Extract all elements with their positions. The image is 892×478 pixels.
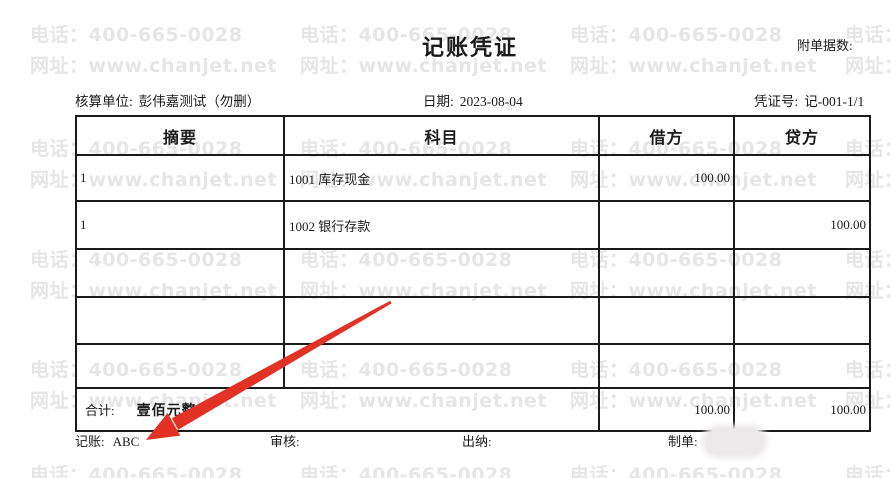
col-header-summary: 摘要 [77,117,285,156]
date-value: 2023-08-04 [459,94,523,109]
col-header-debit: 借方 [600,117,735,156]
reviewer-field: 审核: [270,431,308,450]
total-row-label: 合计: 壹佰元整 [77,389,600,430]
cell-debit: 100.00 [600,156,735,202]
redacted-preparer-name [706,429,763,454]
bookkeeper-label: 记账: [75,434,105,449]
accounting-unit-label: 核算单位: [75,94,133,109]
cashier-label: 出纳: [462,434,492,449]
cell-debit [600,202,735,250]
date-field: 日期: 2023-08-04 [423,90,523,110]
cashier-field: 出纳: [462,431,500,450]
cell-account [285,298,600,345]
total-credit: 100.00 [830,401,866,417]
voucher-number: 凭证号: 记-001-1/1 [754,90,864,110]
accounting-unit-value: 彭伟嘉测试（勿删） [138,94,261,109]
attachments-count-label: 附单据数: [797,38,853,53]
voucher-number-label: 凭证号: [754,94,799,109]
col-header-account: 科目 [285,117,600,156]
cell-summary [77,298,285,345]
cell-debit [600,250,735,298]
cell-summary [77,345,285,389]
cell-summary: 1 [77,202,285,250]
cell-account: 1002 银行存款 [285,202,600,250]
reviewer-label: 审核: [270,434,300,449]
col-header-credit: 贷方 [735,117,869,156]
cell-credit: 100.00 [735,202,869,250]
cell-summary [77,250,285,298]
cell-credit [735,345,869,389]
cell-debit [600,345,735,389]
voucher-table: 摘要 科目 借方 贷方 1 1001 库存现金 100.00 1 1002 银行… [75,115,871,432]
total-amount-in-words: 壹佰元整 [136,402,197,419]
cell-credit [735,298,869,345]
bookkeeper-field: 记账: ABC [75,431,139,450]
cell-account: 1001 库存现金 [285,156,600,202]
preparer-label: 制单: [668,434,698,449]
cell-summary: 1 [77,156,285,202]
cell-debit [600,298,735,345]
preparer-field: 制单: [668,431,706,450]
cell-credit [735,156,869,202]
cell-account [285,250,600,298]
accounting-unit: 核算单位: 彭伟嘉测试（勿删） [75,90,260,110]
voucher-number-value: 记-001-1/1 [804,94,865,109]
cell-credit [735,250,869,298]
date-label: 日期: [423,94,454,109]
page-title: 记账凭证 [421,35,519,60]
total-label: 合计: [85,403,115,418]
total-debit: 100.00 [600,389,735,430]
bookkeeper-value: ABC [112,434,140,449]
cell-account [285,345,600,389]
